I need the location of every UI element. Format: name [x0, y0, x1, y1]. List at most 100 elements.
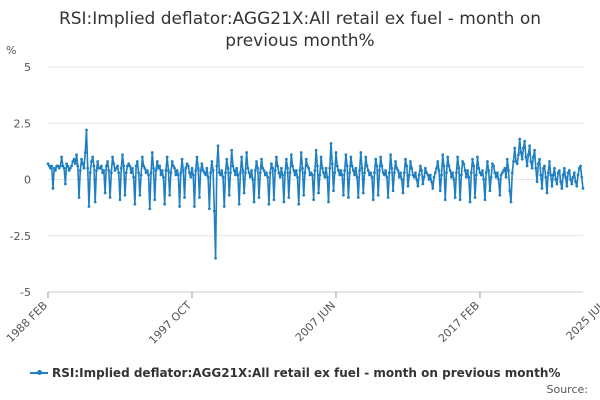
data-point [54, 169, 57, 172]
data-point [441, 153, 445, 157]
data-point [106, 160, 109, 163]
data-point [46, 162, 50, 166]
data-point [581, 187, 585, 190]
data-point [375, 164, 379, 168]
data-point [394, 160, 397, 163]
data-point [391, 189, 395, 193]
data-point [266, 175, 270, 179]
data-point [566, 171, 570, 175]
data-point [576, 173, 580, 177]
data-point [127, 162, 131, 166]
data-point [78, 169, 82, 172]
data-point [369, 171, 373, 175]
data-point [312, 198, 316, 202]
data-point [50, 164, 54, 168]
data-point [62, 166, 66, 170]
data-point [204, 173, 208, 177]
y-tick-label: -5 [20, 286, 31, 299]
data-point [546, 171, 550, 175]
data-point [467, 175, 471, 179]
data-point [477, 166, 481, 170]
data-point [137, 171, 141, 175]
data-point [358, 169, 361, 172]
data-point [337, 169, 340, 172]
data-point [83, 151, 87, 154]
data-point [339, 169, 343, 172]
data-point [297, 202, 301, 206]
data-point [303, 171, 307, 175]
data-point [373, 171, 376, 175]
data-point [559, 180, 563, 184]
data-point [186, 164, 190, 168]
data-point [432, 175, 436, 179]
data-point [354, 166, 358, 170]
data-point [227, 193, 231, 197]
data-point [294, 169, 298, 172]
data-point [371, 198, 375, 202]
data-point [323, 175, 327, 179]
data-point [420, 169, 424, 172]
data-point [508, 189, 512, 193]
data-point [147, 173, 150, 177]
data-point [72, 157, 76, 161]
data-point [283, 171, 287, 175]
data-point [164, 169, 168, 172]
data-point [77, 196, 81, 199]
data-point [571, 175, 575, 179]
data-point [241, 169, 245, 172]
data-point [353, 173, 356, 177]
data-point [190, 166, 194, 170]
data-point [314, 148, 318, 152]
data-point [87, 205, 91, 208]
data-point [392, 171, 396, 175]
data-point [565, 184, 569, 188]
x-tick-label: 2007 JUN [293, 299, 338, 344]
data-point [379, 155, 383, 159]
data-point [124, 171, 128, 175]
data-point [214, 256, 217, 260]
data-point [499, 173, 503, 177]
data-point [390, 166, 394, 170]
data-point [111, 155, 114, 159]
data-point [490, 162, 494, 166]
data-point [293, 173, 297, 177]
data-point [446, 155, 450, 159]
data-point [80, 157, 83, 161]
data-point [260, 157, 263, 161]
data-point [154, 169, 158, 172]
data-point [286, 166, 289, 170]
data-point [175, 169, 179, 172]
data-point [471, 157, 474, 161]
data-point [201, 169, 205, 172]
data-point [66, 164, 70, 168]
data-point [489, 175, 493, 179]
data-point [101, 171, 105, 175]
data-point [577, 166, 581, 170]
data-point [169, 171, 173, 175]
data-point [91, 155, 95, 159]
data-point [86, 166, 90, 170]
data-point [462, 162, 466, 166]
data-point [378, 169, 381, 172]
data-point [288, 171, 292, 175]
data-point [135, 160, 139, 163]
data-point [443, 198, 447, 202]
data-point [234, 173, 237, 177]
data-point [482, 178, 486, 181]
data-point [122, 164, 126, 168]
data-point [494, 175, 498, 179]
data-point [250, 169, 253, 172]
data-point [90, 160, 93, 163]
data-point [262, 169, 266, 172]
data-point [382, 173, 386, 177]
data-point [272, 198, 276, 202]
data-point [442, 164, 446, 168]
data-point [276, 164, 280, 168]
legend[interactable]: RSI:Implied deflator:AGG21X:All retail e… [30, 366, 560, 380]
data-point [402, 171, 406, 175]
data-point [277, 171, 281, 175]
data-point [515, 162, 519, 166]
data-point [163, 202, 167, 206]
data-point [407, 173, 411, 177]
data-point [245, 151, 249, 154]
